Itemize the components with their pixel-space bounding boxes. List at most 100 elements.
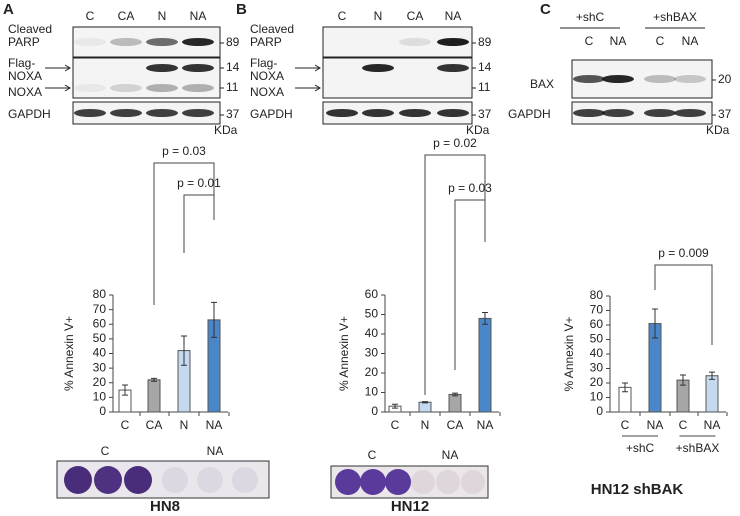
blot-box [322, 101, 473, 125]
x-tick-label: NA [704, 418, 721, 432]
band [674, 75, 706, 83]
band [399, 109, 431, 117]
group-label: +shC [576, 10, 605, 24]
y-tick-label: 0 [99, 404, 106, 418]
well [436, 470, 460, 494]
row-label: NOXA [8, 85, 42, 99]
caption: HN12 [391, 498, 429, 515]
well [64, 466, 92, 494]
well [124, 466, 152, 494]
annotation: p = 0.03 [448, 181, 492, 195]
band [326, 109, 358, 117]
y-tick-label: 50 [590, 332, 604, 346]
y-axis-label: % Annexin V+ [562, 316, 576, 391]
marker-label: 37 [478, 107, 492, 121]
panel-label: A [3, 1, 14, 18]
row-label: GAPDH [250, 107, 293, 121]
marker-label: 14 [478, 60, 492, 74]
y-tick-label: 70 [93, 302, 107, 316]
well [385, 469, 411, 495]
band [399, 38, 431, 46]
lane-label: N [158, 9, 167, 23]
band [74, 38, 106, 46]
band [644, 109, 676, 117]
bracket [454, 199, 486, 370]
row-label: PARP [8, 35, 40, 49]
caption: HN12 shBAK [591, 481, 684, 498]
lane-label: C [86, 9, 95, 23]
well [360, 469, 386, 495]
lane-label: CA [118, 9, 135, 23]
y-tick-label: 20 [93, 375, 107, 389]
marker-label: 14 [226, 60, 240, 74]
error-bar [211, 301, 217, 338]
bracket [153, 162, 215, 305]
marker-label: 37 [226, 107, 240, 121]
x-tick-label: C [391, 418, 400, 432]
band [674, 109, 706, 117]
y-tick-label: 20 [590, 375, 604, 389]
error-bar [392, 403, 398, 409]
error-bar [709, 371, 715, 380]
row-label: Cleaved [8, 22, 52, 36]
x-tick-label: C [621, 418, 630, 432]
bar [448, 393, 462, 413]
bar [418, 401, 432, 413]
well [335, 469, 361, 495]
x-tick-label: N [180, 418, 189, 432]
band [146, 38, 178, 46]
y-tick-label: 30 [365, 346, 379, 360]
well [232, 467, 258, 493]
error-bar [622, 382, 628, 393]
plate-label: C [101, 444, 110, 458]
band [602, 109, 634, 117]
marker-label: 20 [718, 72, 732, 86]
arrow [295, 64, 321, 72]
y-tick-label: 60 [93, 316, 107, 330]
bar [705, 375, 719, 413]
x-tick-label: NA [647, 418, 664, 432]
band [182, 64, 214, 72]
y-tick-label: 60 [365, 287, 379, 301]
band [146, 109, 178, 117]
band [74, 109, 106, 117]
y-tick-label: 80 [93, 287, 107, 301]
band [362, 64, 394, 72]
lane-label: CA [407, 9, 424, 23]
well [197, 467, 223, 493]
row-label: NOXA [250, 85, 284, 99]
y-axis-label: % Annexin V+ [62, 316, 76, 391]
marker-label: 89 [478, 35, 492, 49]
plate-label: C [368, 448, 377, 462]
error-bar [652, 308, 658, 339]
panel-label: C [540, 1, 551, 18]
annotation: p = 0.03 [162, 144, 206, 158]
group-label: +shC [626, 441, 655, 455]
row-label: Cleaved [250, 22, 294, 36]
y-tick-label: 80 [590, 288, 604, 302]
row-label: BAX [530, 77, 554, 91]
blot-box [72, 57, 221, 99]
y-tick-label: 0 [596, 404, 603, 418]
x-tick-label: C [121, 418, 130, 432]
annotation: p = 0.009 [658, 246, 709, 260]
band [146, 64, 178, 72]
marker-label: 11 [226, 80, 239, 94]
y-tick-label: 10 [93, 390, 107, 404]
y-tick-label: 0 [371, 404, 378, 418]
band [362, 109, 394, 117]
band [573, 109, 605, 117]
bracket [424, 154, 486, 395]
error-bar [122, 384, 128, 396]
band [182, 84, 214, 92]
arrow [45, 84, 71, 92]
band [74, 84, 106, 92]
y-tick-label: 60 [590, 317, 604, 331]
plate-label: NA [442, 448, 459, 462]
y-tick-label: 30 [590, 361, 604, 375]
group-label: +shBAX [676, 441, 720, 455]
y-tick-label: 50 [93, 331, 107, 345]
row-label: Flag- [250, 56, 277, 70]
marker-label: 11 [478, 80, 491, 94]
